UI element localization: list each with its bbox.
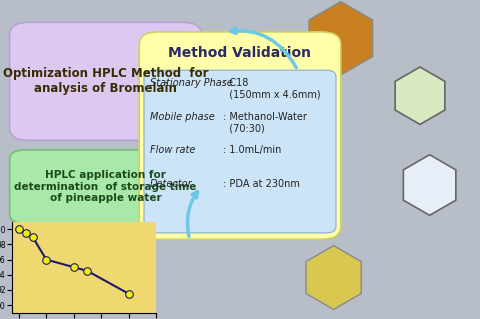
Text: : PDA at 230nm: : PDA at 230nm [223,179,300,189]
Text: Mobile phase: Mobile phase [150,112,215,122]
Text: Detector: Detector [150,179,192,189]
FancyBboxPatch shape [10,22,202,140]
Text: Optimization HPLC Method  for
analysis of Bromelain: Optimization HPLC Method for analysis of… [3,67,208,95]
Text: : Methanol-Water
  (70:30): : Methanol-Water (70:30) [223,112,307,133]
FancyBboxPatch shape [139,32,341,239]
Point [29,234,36,239]
Polygon shape [403,155,456,215]
Polygon shape [309,2,372,75]
FancyBboxPatch shape [144,70,336,233]
Text: Method Validation: Method Validation [168,46,312,60]
Point [125,291,132,296]
Text: : C18
  (150mm x 4.6mm): : C18 (150mm x 4.6mm) [223,78,321,100]
FancyBboxPatch shape [10,150,202,223]
Text: Flow rate: Flow rate [150,145,195,155]
Point [84,268,91,273]
Text: : 1.0mL/min: : 1.0mL/min [223,145,282,155]
Point [70,265,78,270]
Text: Stationary Phase: Stationary Phase [150,78,233,88]
Polygon shape [395,67,445,124]
Point [15,227,23,232]
Point [42,257,50,262]
Point [22,231,30,236]
Text: HPLC application for
determination  of storage time
of pineapple water: HPLC application for determination of st… [14,170,197,203]
Polygon shape [306,246,361,309]
